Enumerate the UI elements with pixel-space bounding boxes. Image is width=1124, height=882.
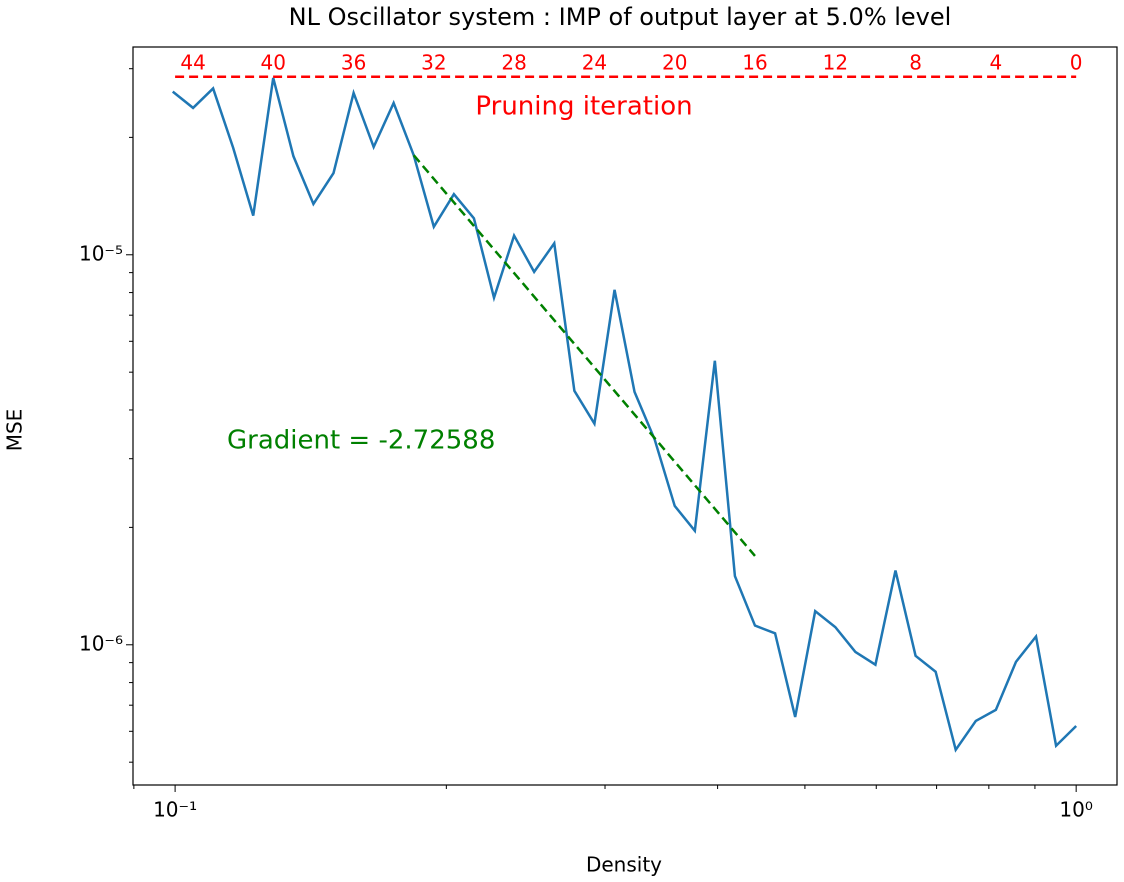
top-tick-label: 28 (501, 51, 526, 75)
top-tick-label: 16 (742, 51, 767, 75)
y-axis-label: MSE (3, 409, 27, 452)
top-tick-label: 12 (823, 51, 848, 75)
top-tick-label: 24 (582, 51, 607, 75)
top-tick-label: 20 (662, 51, 687, 75)
top-tick-label: 32 (421, 51, 446, 75)
top-tick-label: 0 (1070, 51, 1083, 75)
top-tick-label: 40 (261, 51, 286, 75)
top-tick-label: 4 (990, 51, 1003, 75)
top-tick-label: 44 (180, 51, 205, 75)
annotation: Gradient = -2.72588 (227, 426, 495, 456)
top-tick-label: 8 (909, 51, 922, 75)
x-tick-label: 10⁻¹ (153, 798, 197, 822)
y-tick-label: 10⁻⁵ (79, 241, 123, 265)
series-line (412, 154, 756, 557)
y-tick-label: 10⁻⁶ (79, 631, 123, 655)
top-tick-label: 36 (341, 51, 366, 75)
axes-frame (132, 46, 1118, 786)
chart-title: NL Oscillator system : IMP of output lay… (289, 3, 952, 31)
annotation: Pruning iteration (475, 92, 692, 122)
x-axis-label: Density (586, 853, 662, 877)
x-tick-label: 10⁰ (1059, 798, 1092, 822)
series-line (171, 77, 1078, 753)
